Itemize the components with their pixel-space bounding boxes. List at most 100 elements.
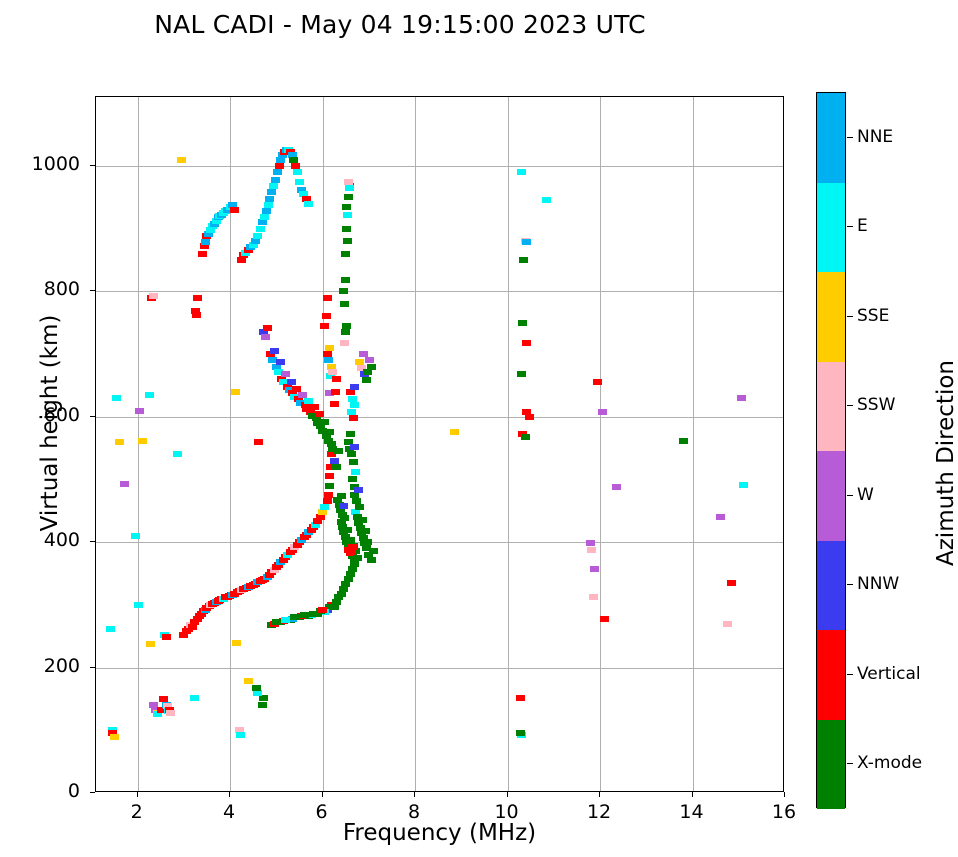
echo-point <box>727 579 737 586</box>
echo-point <box>295 399 305 406</box>
echo-point <box>593 379 603 386</box>
echo-point <box>304 398 314 405</box>
echo-point <box>597 408 607 415</box>
echo-point <box>521 339 531 346</box>
colorbar-segment <box>817 630 845 720</box>
echo-point <box>344 184 354 191</box>
y-tick <box>90 792 95 793</box>
echo-point <box>308 610 318 617</box>
echo-point <box>322 351 332 358</box>
echo-point <box>348 415 358 422</box>
echo-point <box>345 536 355 543</box>
echo-point <box>159 695 168 702</box>
x-tick-label: 16 <box>771 801 797 823</box>
echo-point <box>231 388 241 395</box>
echo-point <box>281 371 291 378</box>
echo-point <box>343 194 353 201</box>
echo-point <box>331 388 341 395</box>
echo-point <box>197 250 207 257</box>
echo-point <box>331 463 341 470</box>
x-tick <box>506 792 508 797</box>
echo-point <box>326 373 336 380</box>
echo-point <box>336 590 346 597</box>
echo-point <box>258 694 268 701</box>
y-tick-label: 800 <box>43 278 80 301</box>
echo-point <box>163 703 173 710</box>
echo-point <box>345 431 355 438</box>
page-title: NAL CADI - May 04 19:15:00 2023 UTC <box>154 10 646 39</box>
echo-point <box>334 501 344 508</box>
echo-point <box>323 491 333 498</box>
echo-point <box>350 443 360 450</box>
colorbar-label: SSE <box>857 305 890 326</box>
echo-point <box>331 376 341 383</box>
echo-point <box>322 294 332 301</box>
echo-point <box>244 678 254 685</box>
echo-point <box>165 706 175 713</box>
echo-point <box>315 410 325 417</box>
echo-point <box>137 437 147 444</box>
echo-point <box>326 463 336 470</box>
echo-point <box>364 551 374 558</box>
echo-point <box>316 423 326 430</box>
echo-point <box>345 550 355 557</box>
echo-point <box>304 200 314 207</box>
echo-point <box>259 214 269 221</box>
echo-point <box>340 300 350 307</box>
echo-point <box>325 473 335 480</box>
echo-point <box>149 702 159 709</box>
echo-point <box>227 201 237 208</box>
echo-point <box>349 484 359 490</box>
echo-point <box>265 195 275 202</box>
echo-point <box>230 206 240 213</box>
gridline-horizontal <box>96 291 783 293</box>
y-tick <box>90 666 95 668</box>
echo-point <box>288 389 298 396</box>
gridline-horizontal <box>96 542 783 544</box>
echo-point <box>351 468 361 475</box>
echo-point <box>222 206 232 213</box>
echo-point <box>327 363 337 370</box>
echo-point <box>340 515 350 522</box>
echo-point <box>271 619 281 626</box>
echo-point <box>281 616 291 623</box>
echo-point <box>517 319 527 326</box>
echo-point <box>190 308 200 315</box>
echo-point <box>347 396 357 403</box>
echo-point <box>361 545 371 552</box>
colorbar <box>816 92 846 809</box>
echo-point <box>327 441 337 448</box>
echo-point <box>261 208 271 215</box>
echo-point <box>327 451 337 458</box>
echo-point <box>331 598 341 605</box>
echo-point <box>343 238 353 245</box>
colorbar-tick <box>847 584 853 586</box>
echo-point <box>321 313 331 320</box>
echo-point <box>279 379 289 386</box>
y-tick <box>90 541 95 543</box>
echo-point <box>356 525 365 532</box>
echo-point <box>144 391 154 398</box>
echo-point <box>276 156 286 163</box>
echo-point <box>204 230 214 237</box>
echo-point <box>340 339 350 346</box>
echo-point <box>338 288 348 295</box>
echo-point <box>328 446 338 453</box>
echo-point <box>343 178 353 185</box>
echo-point <box>267 189 277 196</box>
echo-point <box>322 497 332 504</box>
echo-point <box>341 277 351 284</box>
colorbar-tick <box>847 405 853 407</box>
echo-point <box>262 324 272 331</box>
gridline-horizontal <box>96 416 783 418</box>
echo-point <box>341 580 351 587</box>
echo-point <box>333 448 343 455</box>
x-tick-label: 4 <box>223 801 236 823</box>
echo-point <box>271 363 281 370</box>
echo-point <box>107 730 117 737</box>
colorbar-tick <box>847 494 853 496</box>
echo-point <box>269 347 279 354</box>
colorbar-tick <box>847 673 853 675</box>
echo-point <box>232 639 242 646</box>
echo-point <box>343 546 353 553</box>
